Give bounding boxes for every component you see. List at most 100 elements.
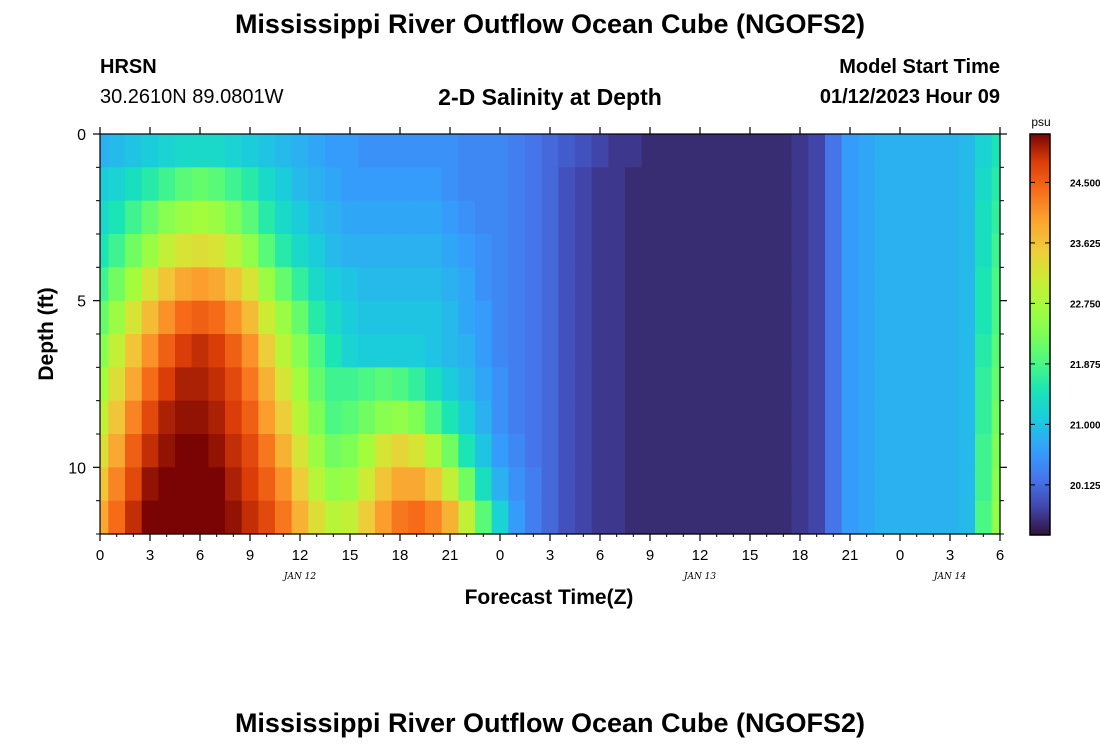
heatmap-cell bbox=[941, 434, 959, 468]
heatmap-cell bbox=[591, 134, 609, 168]
heatmap-cell bbox=[941, 400, 959, 435]
heatmap-cell bbox=[958, 200, 976, 235]
heatmap-cell bbox=[741, 167, 759, 202]
date-label: JAN 14 bbox=[932, 572, 967, 582]
heatmap-cell bbox=[741, 334, 759, 368]
heatmap-cell bbox=[575, 434, 593, 468]
heatmap-cell bbox=[708, 334, 726, 368]
heatmap-cell bbox=[458, 234, 476, 268]
heatmap-cell bbox=[475, 134, 493, 168]
heatmap-cell bbox=[208, 367, 226, 402]
heatmap-cell bbox=[358, 400, 376, 435]
heatmap-cell bbox=[358, 434, 376, 468]
heatmap-cell bbox=[675, 167, 693, 202]
heatmap-cell bbox=[991, 267, 1001, 302]
heatmap-cell bbox=[641, 234, 659, 268]
heatmap-cell bbox=[825, 434, 843, 468]
heatmap-cell bbox=[191, 167, 209, 202]
heatmap-cell bbox=[775, 500, 793, 535]
heatmap-cell bbox=[241, 367, 259, 402]
heatmap-cell bbox=[208, 267, 226, 302]
heatmap-cell bbox=[525, 234, 543, 268]
heatmap-cell bbox=[841, 500, 859, 535]
heatmap-cell bbox=[708, 134, 726, 168]
heatmap-cell bbox=[308, 134, 326, 168]
heatmap-cell bbox=[841, 167, 859, 202]
heatmap-cell bbox=[458, 400, 476, 435]
heatmap-cell bbox=[125, 300, 143, 335]
heatmap-cell bbox=[341, 434, 359, 468]
heatmap-cell bbox=[575, 134, 593, 168]
heatmap-cell bbox=[791, 200, 809, 235]
heatmap-cell bbox=[258, 400, 276, 435]
heatmap-cell bbox=[708, 467, 726, 502]
heatmap-cell bbox=[225, 400, 243, 435]
heatmap-cell bbox=[408, 167, 426, 202]
heatmap-cell bbox=[525, 200, 543, 235]
footer-title: Mississippi River Outflow Ocean Cube (NG… bbox=[234, 708, 866, 738]
heatmap-cell bbox=[275, 167, 293, 202]
heatmap-cell bbox=[308, 400, 326, 435]
heatmap-cell bbox=[125, 200, 143, 235]
heatmap-cell bbox=[941, 500, 959, 535]
heatmap-cell bbox=[341, 367, 359, 402]
heatmap-cell bbox=[125, 434, 143, 468]
heatmap-cell bbox=[141, 234, 159, 268]
heatmap-cells bbox=[100, 134, 1001, 535]
heatmap-cell bbox=[891, 500, 909, 535]
heatmap-cell bbox=[541, 300, 559, 335]
heatmap-cell bbox=[491, 134, 509, 168]
heatmap-cell bbox=[225, 167, 243, 202]
heatmap-cell bbox=[641, 367, 659, 402]
heatmap-cell bbox=[858, 134, 876, 168]
heatmap-cell bbox=[141, 200, 159, 235]
heatmap-cell bbox=[725, 134, 743, 168]
heatmap-cell bbox=[608, 467, 626, 502]
heatmap-cell bbox=[808, 134, 826, 168]
heatmap-cell bbox=[375, 467, 393, 502]
heatmap-cell bbox=[475, 434, 493, 468]
heatmap-cell bbox=[725, 367, 743, 402]
heatmap-cell bbox=[108, 400, 126, 435]
heatmap-cell bbox=[891, 167, 909, 202]
heatmap-cell bbox=[175, 434, 193, 468]
heatmap-cell bbox=[625, 334, 643, 368]
heatmap-cell bbox=[591, 267, 609, 302]
heatmap-cell bbox=[158, 500, 176, 535]
date-label: JAN 13 bbox=[682, 572, 717, 582]
heatmap-cell bbox=[341, 334, 359, 368]
model-start-label: Model Start Time bbox=[839, 56, 1000, 78]
heatmap-cell bbox=[558, 300, 576, 335]
heatmap-cell bbox=[975, 467, 993, 502]
heatmap-cell bbox=[725, 467, 743, 502]
heatmap-cell bbox=[275, 134, 293, 168]
heatmap-cell bbox=[725, 400, 743, 435]
heatmap-cell bbox=[625, 400, 643, 435]
heatmap-cell bbox=[991, 234, 1001, 268]
heatmap-cell bbox=[641, 300, 659, 335]
date-label: JAN 12 bbox=[282, 572, 317, 582]
heatmap-cell bbox=[608, 334, 626, 368]
heatmap-cell bbox=[458, 334, 476, 368]
heatmap-cell bbox=[175, 134, 193, 168]
heatmap-cell bbox=[891, 134, 909, 168]
heatmap-cell bbox=[425, 434, 443, 468]
heatmap-cell bbox=[441, 234, 459, 268]
heatmap-cell bbox=[258, 200, 276, 235]
heatmap-cell bbox=[841, 300, 859, 335]
heatmap-cell bbox=[175, 267, 193, 302]
heatmap-cell bbox=[391, 434, 409, 468]
heatmap-cell bbox=[158, 267, 176, 302]
heatmap-cell bbox=[491, 234, 509, 268]
heatmap-cell bbox=[158, 467, 176, 502]
heatmap-cell bbox=[741, 234, 759, 268]
heatmap-cell bbox=[975, 200, 993, 235]
heatmap-cell bbox=[141, 400, 159, 435]
heatmap-cell bbox=[975, 400, 993, 435]
colorbar: psu 20.125 21.000 21.875 22.750 23.625 24.500 bbox=[1029, 115, 1100, 536]
heatmap-cell bbox=[291, 267, 309, 302]
heatmap-cell bbox=[391, 134, 409, 168]
heatmap-cell bbox=[658, 367, 676, 402]
y-tick-label: 0 bbox=[77, 127, 86, 144]
heatmap-cell bbox=[425, 167, 443, 202]
